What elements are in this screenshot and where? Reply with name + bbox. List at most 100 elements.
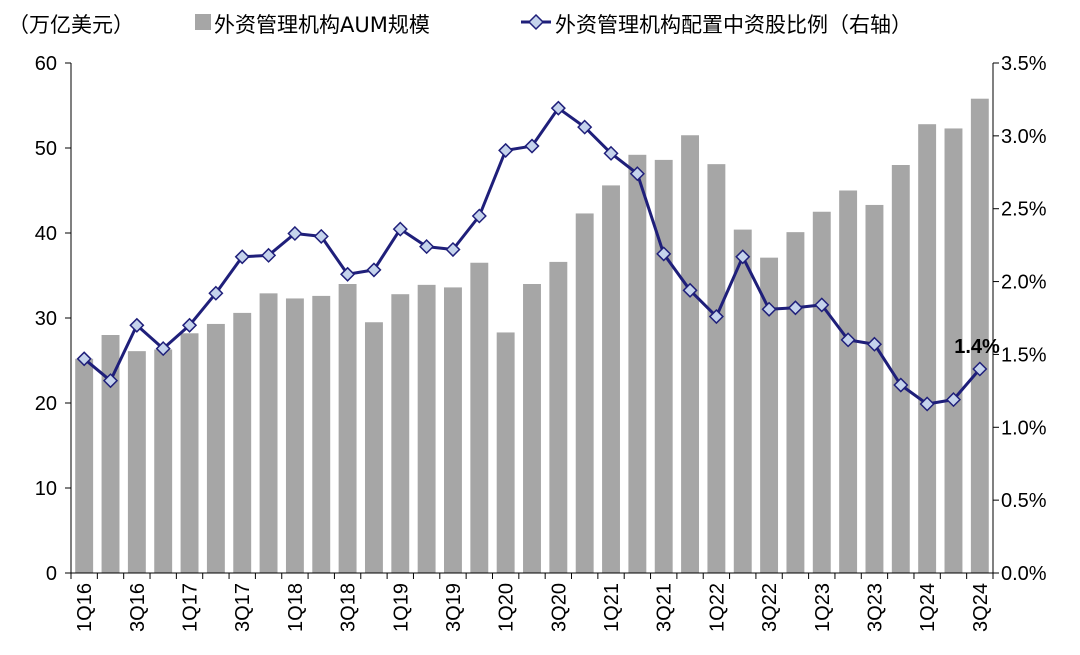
x-tick-label: 3Q24: [970, 583, 992, 632]
right-tick-label: 3.0%: [1001, 126, 1047, 148]
ratio-point-3Q18: [340, 266, 356, 282]
left-tick-label: 10: [35, 478, 57, 500]
x-tick-label: 3Q20: [548, 583, 570, 632]
ratio-point-4Q16: [155, 341, 171, 357]
ratio-point-2Q21: [629, 166, 645, 182]
aum-bar-2Q22: [733, 229, 752, 573]
aum-bar-4Q23: [891, 165, 910, 573]
x-tick-label: 3Q16: [127, 583, 149, 632]
x-tick-label: 3Q23: [864, 583, 886, 632]
x-tick-label: 3Q18: [338, 583, 360, 632]
aum-bar-3Q22: [760, 257, 779, 573]
aum-bar-1Q24: [918, 124, 937, 573]
x-tick-label: 1Q22: [706, 583, 728, 632]
aum-bar-2Q20: [523, 284, 541, 573]
ratio-point-1Q22: [708, 308, 724, 325]
left-tick-label: 40: [35, 223, 57, 245]
left-tick-label: 0: [46, 563, 57, 585]
right-tick-label: 2.5%: [1001, 199, 1047, 221]
right-tick-label: 3.5%: [1001, 53, 1047, 75]
right-tick-label: 0.5%: [1001, 490, 1047, 512]
aum-bar-1Q23: [812, 211, 831, 573]
right-tick-label: 0.0%: [1001, 563, 1047, 585]
aum-bar-3Q20: [549, 261, 568, 573]
ratio-point-1Q23: [814, 297, 830, 313]
aum-bar-1Q21: [602, 185, 620, 573]
aum-bar-2Q18: [312, 295, 331, 573]
ratio-point-2Q16: [102, 373, 119, 389]
aum-bar-4Q20: [575, 213, 594, 573]
x-tick-label: 1Q19: [390, 583, 412, 632]
ratio-point-2Q23: [840, 332, 856, 348]
ratio-point-3Q20: [550, 100, 566, 116]
left-tick-label: 30: [35, 308, 57, 330]
x-tick-label: 3Q21: [654, 583, 676, 632]
aum-bar-1Q17: [180, 333, 199, 573]
aum-bar-2Q19: [417, 284, 436, 573]
x-tick-label: 3Q17: [232, 583, 254, 632]
legend-bar-swatch: [195, 14, 211, 30]
ratio-point-1Q19: [392, 221, 408, 237]
x-tick-label: 1Q16: [74, 583, 96, 632]
x-tick-label: 1Q17: [180, 583, 202, 632]
ratio-point-4Q19: [471, 208, 487, 224]
ratio-point-2Q24: [945, 392, 962, 408]
aum-bar-2Q17: [206, 323, 225, 573]
ratio-point-3Q23: [866, 336, 883, 352]
legend-bar-label: 外资管理机构AUM规模: [214, 13, 430, 37]
ratio-point-3Q16: [129, 317, 145, 333]
aum-bar-1Q22: [707, 164, 726, 573]
last-value-annotation: 1.4%: [954, 336, 1000, 358]
aum-bar-4Q17: [259, 293, 278, 573]
left-tick-label: 60: [35, 53, 57, 75]
aum-bar-4Q19: [470, 262, 489, 573]
aum-bars: [75, 98, 989, 574]
ratio-point-1Q16: [76, 351, 92, 367]
x-tick-label: 1Q20: [496, 583, 518, 632]
right-tick-label: 2.0%: [1001, 272, 1047, 294]
aum-bar-2Q16: [101, 335, 120, 573]
x-tick-label: 3Q19: [443, 583, 465, 632]
ratio-point-3Q19: [445, 241, 461, 258]
x-tick-label: 1Q21: [601, 583, 623, 632]
aum-bar-2Q21: [628, 154, 647, 574]
aum-bar-2Q24: [944, 128, 963, 573]
aum-bar-1Q18: [285, 298, 304, 573]
ratio-point-1Q18: [287, 225, 303, 242]
x-tick-label: 1Q24: [917, 583, 939, 632]
x-tick-label: 1Q23: [812, 583, 834, 632]
ratio-point-3Q22: [761, 301, 777, 317]
aum-bar-4Q21: [681, 135, 700, 573]
ratio-point-2Q19: [419, 239, 435, 255]
ratio-point-4Q18: [366, 262, 382, 278]
aum-bar-4Q18: [364, 322, 383, 573]
ratio-point-4Q23: [893, 377, 909, 393]
aum-bar-2Q23: [839, 190, 858, 573]
aum-bar-3Q24: [970, 98, 989, 573]
ratio-point-3Q24: [972, 361, 988, 377]
aum-bar-4Q16: [154, 349, 173, 573]
ratio-point-3Q17: [234, 249, 250, 265]
ratio-point-1Q20: [498, 142, 514, 158]
legend: （万亿美元） 外资管理机构AUM规模 外资管理机构配置中资股比例（右轴）: [8, 13, 912, 37]
left-tick-label: 20: [35, 393, 57, 415]
aum-bar-3Q17: [233, 312, 252, 573]
aum-bar-3Q18: [338, 284, 357, 573]
x-tick-label: 3Q22: [759, 583, 781, 632]
ratio-point-1Q24: [919, 396, 935, 412]
right-tick-label: 1.5%: [1001, 344, 1047, 366]
aum-bar-3Q16: [127, 351, 146, 573]
aum-bar-1Q16: [75, 358, 94, 573]
aum-bar-1Q19: [391, 294, 410, 573]
ratio-point-2Q17: [208, 285, 224, 301]
ratio-point-4Q17: [261, 247, 277, 263]
aum-bar-1Q20: [496, 332, 515, 573]
legend-line-label: 外资管理机构配置中资股比例（右轴）: [555, 13, 912, 37]
aum-bar-3Q21: [654, 159, 673, 573]
ratio-point-2Q20: [524, 138, 540, 154]
legend-line-marker: [527, 13, 545, 31]
ratio-point-2Q18: [313, 228, 329, 244]
right-tick-label: 1.0%: [1001, 417, 1047, 439]
ratio-point-4Q20: [577, 119, 593, 135]
